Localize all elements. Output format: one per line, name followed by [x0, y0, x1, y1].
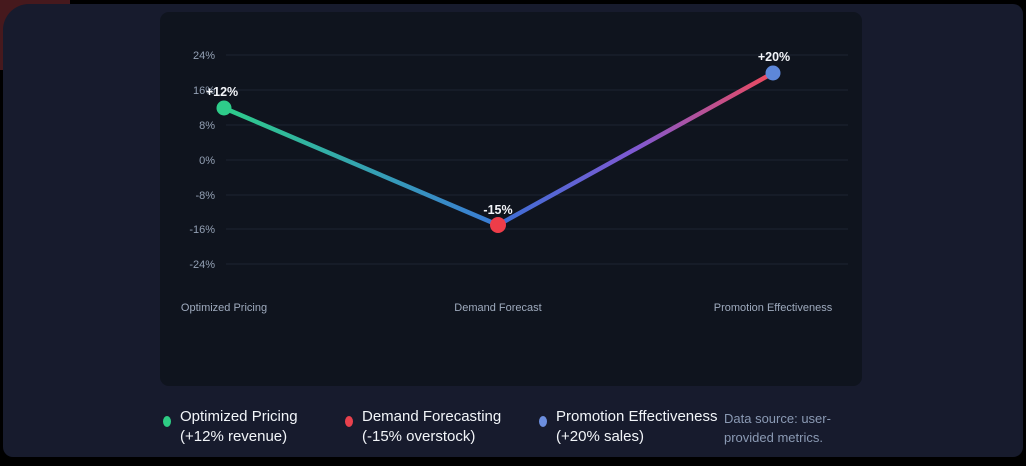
gridlines: [226, 54, 848, 265]
legend-sublabel: (+12% revenue): [180, 428, 288, 445]
segment-pricing-to-forecast: [221, 105, 501, 228]
y-tick: -8%: [195, 190, 215, 202]
data-point-optimized-pricing[interactable]: [216, 100, 232, 116]
data-source-note: Data source: user-provided metrics.: [724, 411, 831, 445]
point-label-promotion-effectiveness: +20%: [758, 50, 790, 64]
legend-dot-green-icon: [163, 416, 171, 427]
y-tick: -16%: [189, 224, 215, 236]
data-point-labels: +12% -15% +20%: [206, 50, 790, 217]
legend-sublabel: (+20% sales): [556, 428, 644, 445]
legend-item-demand-forecasting[interactable]: Demand Forecasting (-15% overstock): [345, 407, 501, 447]
legend-label: Promotion Effectiveness: [556, 408, 718, 425]
data-point-promotion-effectiveness[interactable]: [765, 65, 781, 81]
line-series: [221, 70, 776, 228]
y-tick: 24%: [193, 50, 215, 62]
metrics-line-chart-panel: 24% 16% 8% 0% -8% -16% -24%: [160, 12, 862, 386]
point-label-optimized-pricing: +12%: [206, 85, 238, 99]
point-label-demand-forecast: -15%: [483, 203, 512, 217]
x-label-optimized-pricing: Optimized Pricing: [181, 302, 267, 314]
legend-item-promotion-effectiveness[interactable]: Promotion Effectiveness (+20% sales): [539, 407, 717, 447]
x-axis-category-labels: Optimized Pricing Demand Forecast Promot…: [181, 302, 833, 314]
legend-dot-blue-icon: [539, 416, 547, 427]
legend-label: Demand Forecasting: [362, 408, 502, 425]
segment-forecast-to-promotion: [495, 70, 776, 228]
y-tick: 8%: [199, 120, 215, 132]
legend-item-optimized-pricing[interactable]: Optimized Pricing (+12% revenue): [163, 407, 298, 447]
x-label-demand-forecast: Demand Forecast: [454, 302, 541, 314]
dashboard-page: 24% 16% 8% 0% -8% -16% -24%: [3, 4, 1023, 457]
x-label-promotion-effectiveness: Promotion Effectiveness: [714, 302, 833, 314]
legend-label: Optimized Pricing: [180, 408, 298, 425]
y-axis-tick-labels: 24% 16% 8% 0% -8% -16% -24%: [189, 50, 215, 271]
chart-legend: Optimized Pricing (+12% revenue) Demand …: [3, 405, 1023, 461]
y-tick: -24%: [189, 259, 215, 271]
legend-dot-red-icon: [345, 416, 353, 427]
y-tick: 16%: [193, 85, 215, 97]
y-tick: 0%: [199, 155, 215, 167]
legend-sublabel: (-15% overstock): [362, 428, 476, 445]
data-points: [216, 65, 781, 233]
line-chart: 24% 16% 8% 0% -8% -16% -24%: [181, 50, 848, 314]
data-point-demand-forecast[interactable]: [490, 217, 506, 233]
